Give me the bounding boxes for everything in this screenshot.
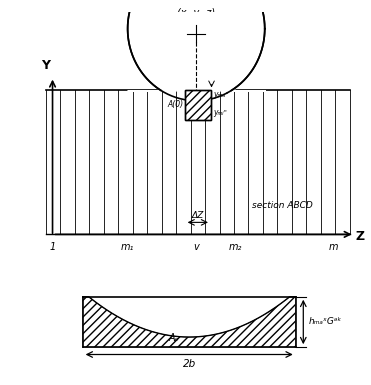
Text: v: v [193,242,199,252]
Text: Aₑ: Aₑ [169,333,179,343]
Text: m₂: m₂ [229,242,242,252]
Text: ΔZ: ΔZ [192,211,204,220]
Text: section ABCD: section ABCD [252,201,312,210]
Bar [185,90,211,119]
Text: Y: Y [42,59,50,72]
Text: 1: 1 [49,242,56,252]
Text: yₘᵢⁿ: yₘᵢⁿ [213,108,227,117]
Text: 2b: 2b [183,358,196,368]
Text: Z: Z [355,229,365,243]
Text: (xₙ,yₙ,z⁣): (xₙ,yₙ,z⁣) [177,8,215,18]
Text: hₘₐˣGᵊᵏ: hₘₐˣGᵊᵏ [309,318,342,326]
Text: A(0): A(0) [167,100,183,109]
Text: m₁: m₁ [121,242,134,252]
Text: yₘₐˣ: yₘₐˣ [213,90,229,99]
Bar [185,90,211,119]
Text: m: m [329,242,338,252]
